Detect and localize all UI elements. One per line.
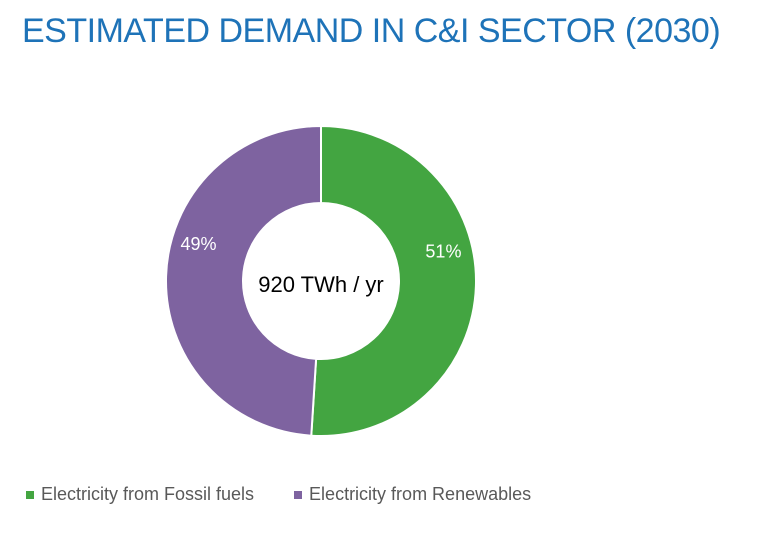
legend-label-fossil: Electricity from Fossil fuels	[41, 484, 255, 504]
legend-swatch-renewables	[294, 490, 303, 499]
legend-item-fossil: Electricity from Fossil fuels	[26, 484, 254, 505]
donut-slice-renewables	[165, 124, 322, 437]
donut-slice-fossil	[310, 124, 477, 437]
slice-percent-label-renewables: 49%	[181, 234, 217, 254]
legend-swatch-fossil	[26, 490, 34, 499]
chart-legend: Electricity from Fossil fuels Electricit…	[26, 484, 571, 505]
slice-percent-label-fossil: 51%	[425, 242, 461, 262]
legend-item-renewables: Electricity from Renewables	[294, 484, 531, 505]
chart-title: ESTIMATED DEMAND IN C&I SECTOR (2030)	[22, 12, 721, 50]
legend-label-renewables: Electricity from Renewables	[309, 484, 532, 504]
center-total-label: 920 TWh / yr	[258, 272, 384, 297]
